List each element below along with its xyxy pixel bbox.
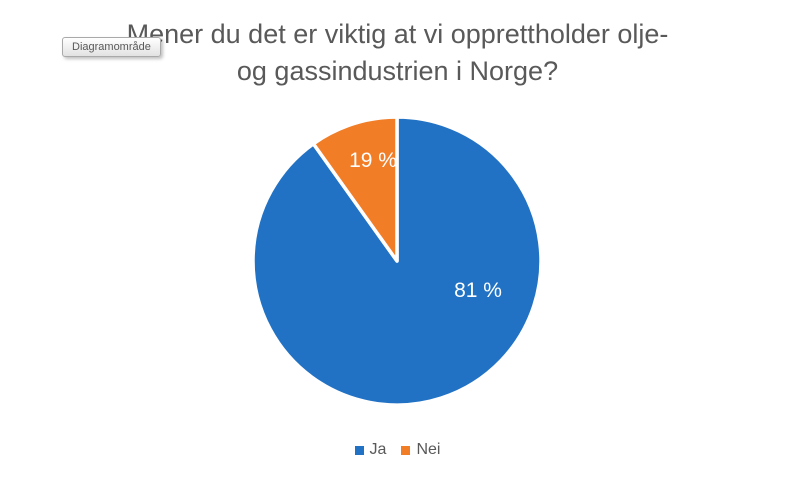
legend-swatch-nei-icon bbox=[401, 445, 411, 455]
data-label-nei[interactable]: 19 % bbox=[349, 149, 397, 172]
pie-slice-nei[interactable] bbox=[311, 115, 399, 263]
chart-title-line1: Mener du det er viktig at vi oppretthold… bbox=[126, 19, 669, 49]
chart-title-line2: og gassindustrien i Norge? bbox=[236, 56, 559, 86]
legend-item-nei[interactable]: Nei bbox=[401, 441, 440, 459]
legend-swatch-ja-icon bbox=[354, 445, 364, 455]
chart-area-tooltip: Diagramområde bbox=[62, 37, 161, 57]
legend-label-nei: Nei bbox=[416, 441, 441, 458]
chart-title[interactable]: Mener du det er viktig at vi oppretthold… bbox=[0, 16, 795, 90]
legend: Ja Nei bbox=[0, 441, 795, 459]
legend-item-ja[interactable]: Ja bbox=[354, 441, 387, 459]
data-label-ja[interactable]: 81 % bbox=[454, 279, 502, 302]
legend-label-ja: Ja bbox=[369, 441, 387, 458]
